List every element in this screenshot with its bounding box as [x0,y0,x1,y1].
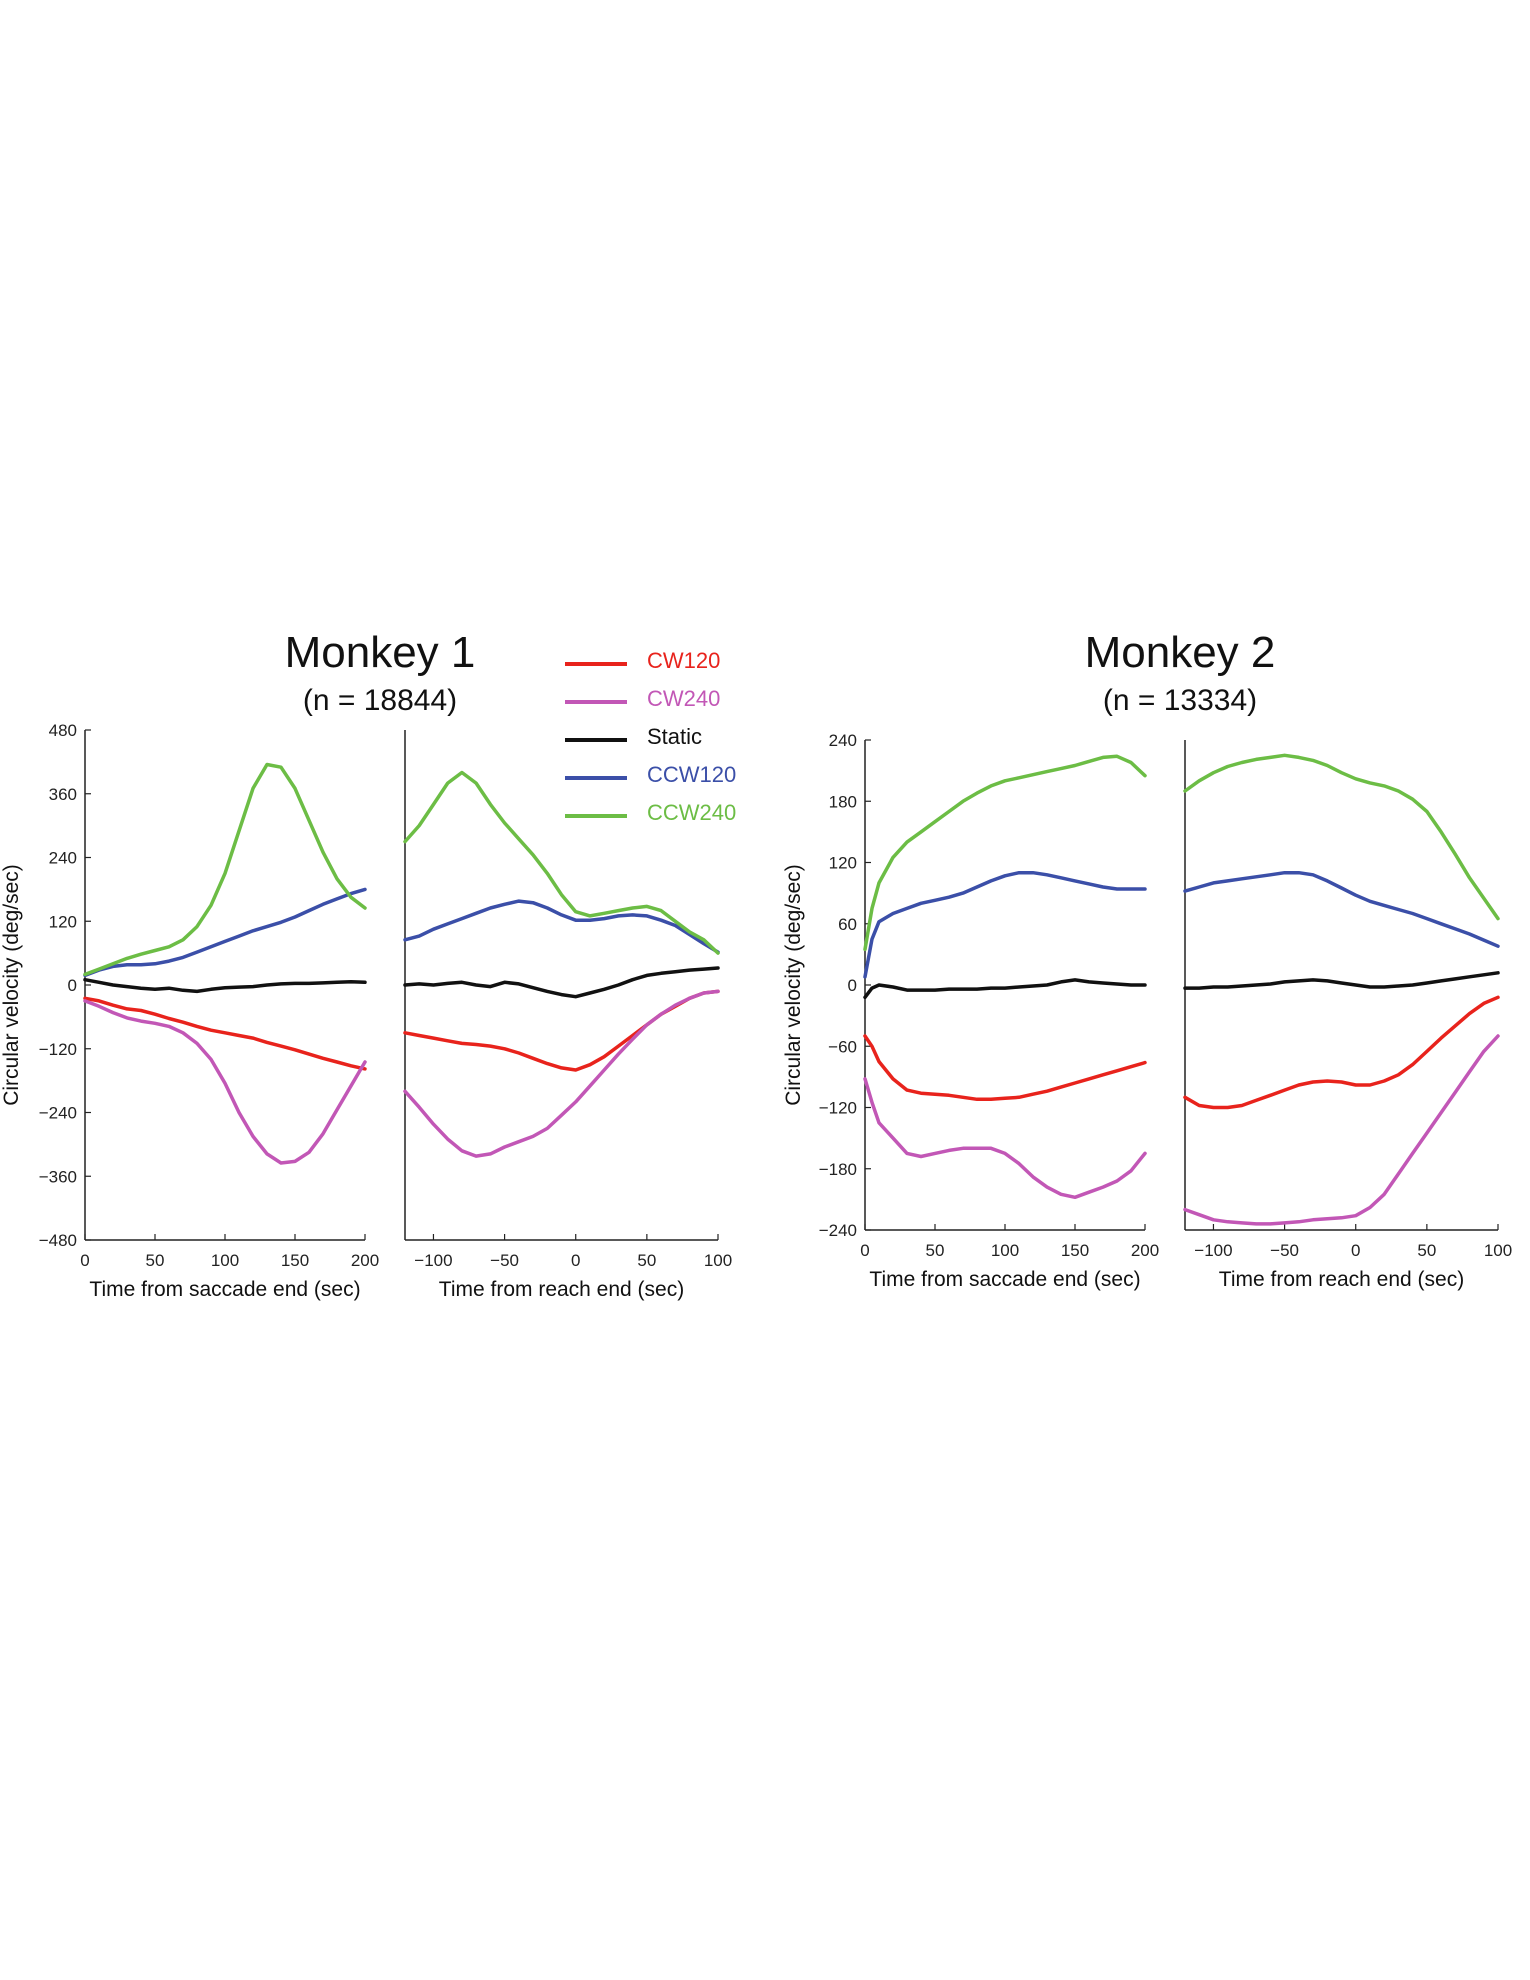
legend-label-static: Static [647,724,703,749]
panel2-x-tick-label: −50 [490,1251,519,1270]
panel1-y-tick-label: 360 [49,785,77,804]
panel3-y-tick-label: 60 [838,915,857,934]
panel1-series-cw240 [83,999,367,1165]
panel2-x-tick-label: 100 [704,1251,732,1270]
panel3-series-cw240 [863,1077,1147,1200]
legend-label-cw240: CW240 [647,686,721,711]
panel2-series-cw120 [403,989,720,1072]
monkey2-title: Monkey 2 [1084,628,1276,677]
legend-item-ccw120: CCW120 [565,762,765,792]
legend-swatch-cw240 [565,700,627,704]
panel1-series-static [83,977,367,994]
panel2-series-ccw240 [403,770,720,955]
panel3-x-tick-label: 50 [926,1241,945,1260]
panel1-x-tick-label: 100 [211,1251,239,1270]
panel3-series-ccw240 [863,754,1147,952]
panel3-y-tick-label: 240 [829,731,857,750]
panel4-series-static [1183,971,1500,990]
legend-item-ccw240: CCW240 [565,800,765,830]
panel3-series-ccw120 [863,870,1147,979]
panel3-x-tick-label: 150 [1061,1241,1089,1260]
legend-label-ccw240: CCW240 [647,800,737,825]
panel4-series-cw240 [1183,1034,1500,1226]
panel2-x-axis-label: Time from reach end (sec) [439,1278,684,1301]
panel1-y-tick-label: 120 [49,912,77,931]
panel1-x-tick-label: 0 [80,1251,89,1270]
panel3-x-tick-label: 200 [1131,1241,1159,1260]
panel3-y-tick-label: −240 [819,1221,857,1240]
panel3-y-axis-label: Circular velocity (deg/sec) [782,864,805,1106]
panel4-x-tick-label: 50 [1417,1241,1436,1260]
panel4-x-tick-label: 0 [1351,1241,1360,1260]
panel3-series-cw120 [863,1034,1147,1102]
panel1-y-tick-label: −480 [39,1231,77,1250]
panel3-y-tick-label: 0 [848,976,857,995]
panel1-y-tick-label: −360 [39,1167,77,1186]
panel4-x-axis-label: Time from reach end (sec) [1219,1268,1464,1291]
panel1-x-tick-label: 50 [146,1251,165,1270]
monkey1-subtitle: (n = 18844) [302,684,458,717]
legend-label-cw120: CW120 [647,648,721,673]
panel2-x-tick-label: −100 [414,1251,452,1270]
panel4-series-ccw120 [1183,870,1500,948]
panel1-x-tick-label: 200 [351,1251,379,1270]
legend-item-cw120: CW120 [565,648,765,678]
panel1-series-ccw120 [83,887,367,978]
panel1-x-axis-label: Time from saccade end (sec) [89,1278,360,1301]
legend-swatch-ccw240 [565,814,627,818]
panel4-x-tick-label: 100 [1484,1241,1512,1260]
panel2-series-cw240 [403,989,720,1158]
panel3-x-tick-label: 0 [860,1241,869,1260]
panel2-x-tick-label: 50 [637,1251,656,1270]
legend-swatch-static [565,738,627,742]
monkey2-subtitle: (n = 13334) [1102,684,1258,717]
panel1-y-tick-label: 480 [49,721,77,740]
legend-label-ccw120: CCW120 [647,762,737,787]
panel1-y-tick-label: 240 [49,849,77,868]
panel3-y-tick-label: 120 [829,854,857,873]
panel1-x-tick-label: 150 [281,1251,309,1270]
legend-item-static: Static [565,724,765,754]
panel1-y-tick-label: −120 [39,1040,77,1059]
panel2-series-static [403,966,720,999]
legend-swatch-ccw120 [565,776,627,780]
panel1-series-ccw240 [83,762,367,977]
panel2-series-ccw120 [403,899,720,954]
legend-swatch-cw120 [565,662,627,666]
panel3-y-tick-label: 180 [829,792,857,811]
panel4-x-tick-label: −50 [1270,1241,1299,1260]
panel1-series-cw120 [83,996,367,1071]
panel1-y-axis-label: Circular velocity (deg/sec) [0,864,23,1106]
panel2-x-tick-label: 0 [571,1251,580,1270]
panel4-x-tick-label: −100 [1194,1241,1232,1260]
panel3-x-tick-label: 100 [991,1241,1019,1260]
legend-item-cw240: CW240 [565,686,765,716]
panel3-y-tick-label: −180 [819,1160,857,1179]
panel4-series-ccw240 [1183,753,1500,921]
panel4-series-cw120 [1183,995,1500,1110]
panel3-y-tick-label: −60 [828,1037,857,1056]
monkey1-title: Monkey 1 [284,628,476,677]
panel3-y-tick-label: −120 [819,1099,857,1118]
panel1-y-tick-label: −240 [39,1104,77,1123]
panel3-series-static [863,978,1147,1000]
panel3-x-axis-label: Time from saccade end (sec) [869,1268,1140,1291]
panel1-y-tick-label: 0 [68,976,77,995]
